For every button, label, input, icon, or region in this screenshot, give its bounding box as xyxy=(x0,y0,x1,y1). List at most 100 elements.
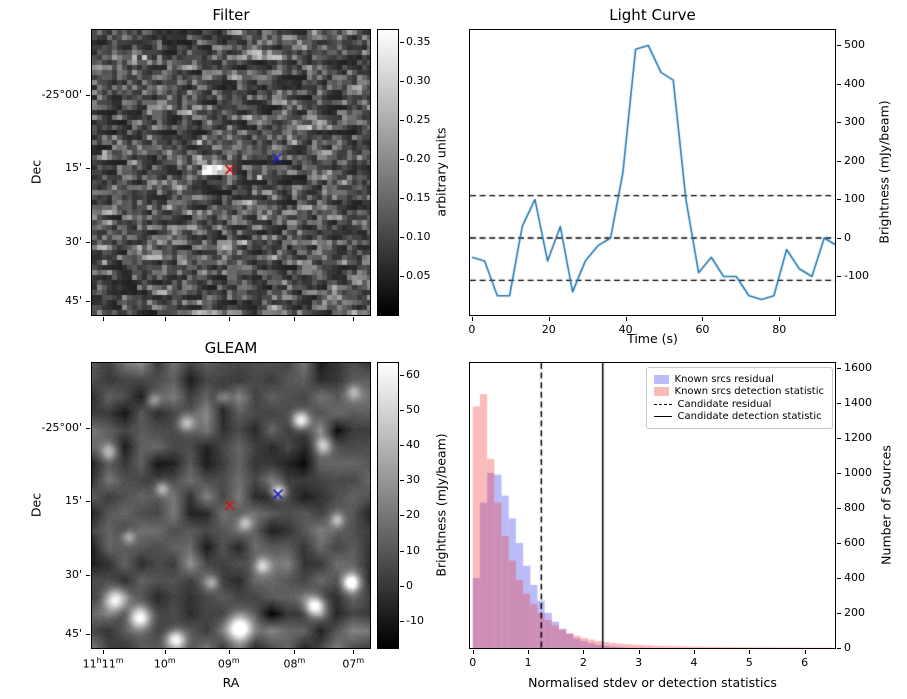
tick-mark xyxy=(625,317,627,321)
tick-label: 400 xyxy=(844,570,865,584)
tick-label: 0 xyxy=(844,641,851,654)
tick-label: 0.25 xyxy=(406,113,431,127)
tick-label: 40 xyxy=(406,438,420,452)
tick-mark xyxy=(837,276,841,278)
tick-label: 5 xyxy=(745,656,753,669)
tick-label: 0.05 xyxy=(406,268,431,282)
tick-mark xyxy=(837,402,841,404)
tick-mark xyxy=(693,650,695,654)
tick-label: 09m xyxy=(217,656,240,671)
tick-label: 1600 xyxy=(844,360,872,374)
tick-label: 30 xyxy=(406,473,420,487)
tick-label: 10m xyxy=(153,656,176,671)
tick-label: 60 xyxy=(406,367,420,381)
tick-label: 0 xyxy=(844,230,851,244)
gleam-heatmap-canvas xyxy=(91,362,371,649)
tick-mark xyxy=(400,120,404,122)
tick-label: 800 xyxy=(844,500,865,514)
tick-mark xyxy=(837,45,841,47)
tick-label: 1000 xyxy=(844,465,872,479)
tick-label: 2 xyxy=(579,656,587,669)
tick-mark xyxy=(86,500,90,502)
tick-mark xyxy=(86,575,90,577)
tick-mark xyxy=(164,650,166,654)
tick-mark xyxy=(749,650,751,654)
tick-mark xyxy=(294,650,296,654)
tick-label: 0 xyxy=(469,656,477,669)
tick-label: 100 xyxy=(844,192,865,206)
tick-label: 30' xyxy=(64,235,82,249)
tick-label: 15' xyxy=(64,160,82,174)
tick-label: -25°00' xyxy=(41,420,83,434)
tick-mark xyxy=(528,650,530,654)
tick-label: 300 xyxy=(844,115,865,129)
gleam-xlabel: RA xyxy=(222,675,240,690)
legend-swatch xyxy=(653,387,669,396)
tick-mark xyxy=(400,480,404,482)
tick-mark xyxy=(400,410,404,412)
gleam-colorbar xyxy=(377,362,399,649)
tick-mark xyxy=(548,317,550,321)
tick-mark xyxy=(837,160,841,162)
tick-label: 50 xyxy=(406,403,420,417)
tick-mark xyxy=(638,650,640,654)
tick-mark xyxy=(837,367,841,369)
tick-mark xyxy=(837,577,841,579)
tick-label: 45' xyxy=(64,626,82,640)
tick-mark xyxy=(837,237,841,239)
legend-label: Known srcs detection statistic xyxy=(674,386,824,397)
tick-mark xyxy=(353,650,355,654)
tick-mark xyxy=(86,300,90,302)
filter-title: Filter xyxy=(212,6,250,24)
tick-mark xyxy=(400,515,404,517)
tick-mark xyxy=(837,122,841,124)
legend-line-sample xyxy=(653,403,672,405)
tick-mark xyxy=(86,633,90,635)
tick-label: 1 xyxy=(524,656,532,669)
tick-label: -100 xyxy=(844,269,869,283)
tick-mark xyxy=(294,317,296,321)
tick-label: 3 xyxy=(635,656,643,669)
tick-mark xyxy=(804,650,806,654)
tick-mark xyxy=(103,650,105,654)
tick-mark xyxy=(400,42,404,44)
tick-mark xyxy=(353,317,355,321)
tick-mark xyxy=(837,83,841,85)
tick-mark xyxy=(400,550,404,552)
tick-label: 1200 xyxy=(844,430,872,444)
tick-mark xyxy=(837,437,841,439)
tick-label: 400 xyxy=(844,76,865,90)
tick-mark xyxy=(228,650,230,654)
tick-mark xyxy=(164,317,166,321)
tick-label: 0.20 xyxy=(406,152,431,166)
gleam-title: GLEAM xyxy=(204,339,258,357)
tick-mark xyxy=(471,317,473,321)
tick-mark xyxy=(837,542,841,544)
tick-label: 0.10 xyxy=(406,230,431,244)
tick-label: 1400 xyxy=(844,395,872,409)
tick-label: 200 xyxy=(844,605,865,619)
legend-item: Candidate residual xyxy=(653,399,824,410)
tick-label: 20 xyxy=(406,508,420,522)
tick-mark xyxy=(400,275,404,277)
tick-label: 80 xyxy=(772,323,787,336)
legend-swatch xyxy=(653,374,669,384)
tick-mark xyxy=(228,317,230,321)
tick-mark xyxy=(583,650,585,654)
tick-mark xyxy=(400,445,404,447)
tick-label: 60 xyxy=(695,323,710,336)
tick-mark xyxy=(103,317,105,321)
tick-label: 600 xyxy=(844,535,865,549)
tick-label: 15' xyxy=(64,493,82,507)
tick-mark xyxy=(837,648,841,649)
legend-label: Candidate detection statistic xyxy=(677,411,822,422)
tick-mark xyxy=(400,374,404,376)
tick-label: 200 xyxy=(844,153,865,167)
tick-label: 45' xyxy=(64,293,82,307)
tick-mark xyxy=(779,317,781,321)
tick-label: 0.30 xyxy=(406,74,431,88)
legend-item: Known srcs residual xyxy=(653,374,824,385)
tick-label: 0 xyxy=(406,578,413,592)
light-curve-canvas xyxy=(469,29,836,316)
tick-label: -25°00' xyxy=(41,87,83,101)
